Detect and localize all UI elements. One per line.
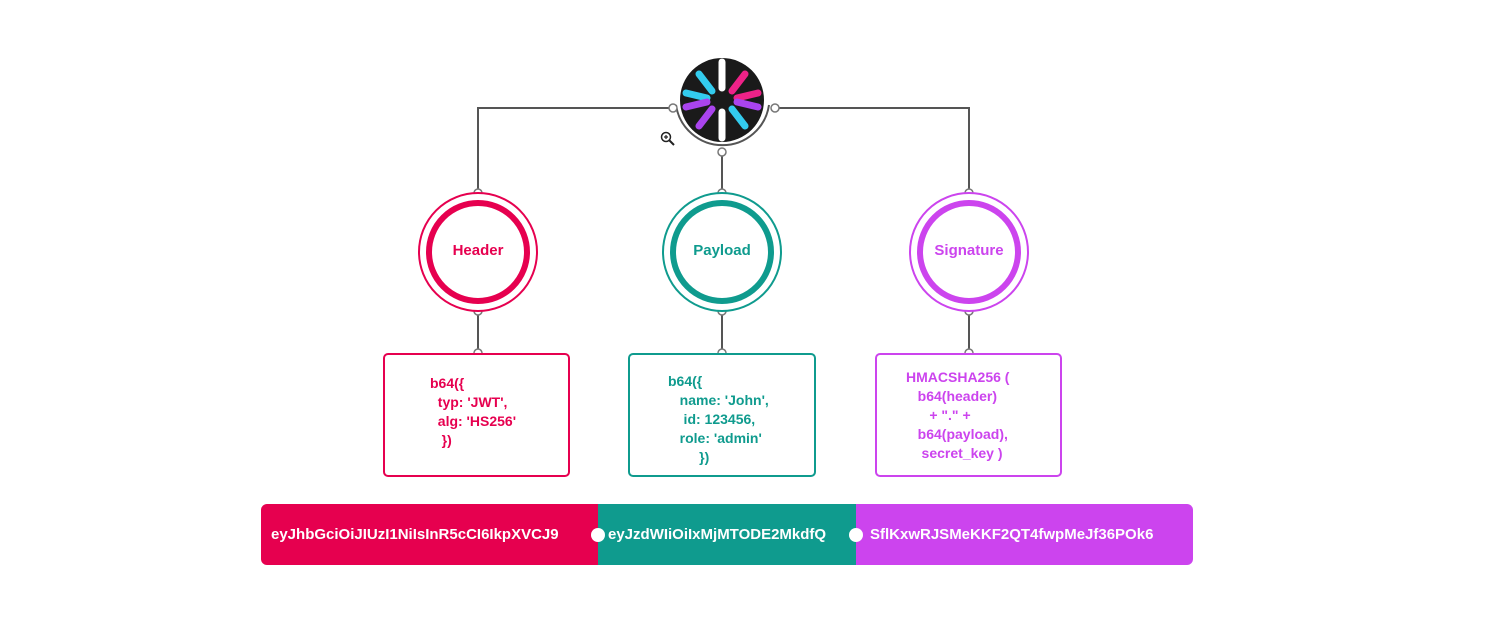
token-header-segment: eyJhbGciOiJIUzI1NiIsInR5cCI6IkpXVCJ9 xyxy=(261,504,611,565)
jwt-logo xyxy=(676,58,769,145)
header-label: Header xyxy=(418,242,538,259)
signature-label: Signature xyxy=(909,242,1029,259)
connector-logo-to-header xyxy=(478,108,673,193)
jwt-token-bar: eyJhbGciOiJIUzI1NiIsInR5cCI6IkpXVCJ9 eyJ… xyxy=(261,504,1193,565)
zoom-cursor-icon xyxy=(660,131,676,147)
connector-logo-to-signature xyxy=(775,108,969,193)
signature-code-text: HMACSHA256 ( b64(header) + "." + b64(pay… xyxy=(906,368,1009,463)
token-signature-segment: SflKxwRJSMeKKF2QT4fwpMeJf36POk6 xyxy=(856,504,1193,565)
token-payload-segment: eyJzdWIiOiIxMjMTODE2MkdfQ xyxy=(598,504,856,565)
token-separator-dot xyxy=(849,528,863,542)
header-code-text: b64({ typ: 'JWT', alg: 'HS256' }) xyxy=(430,374,516,450)
payload-label: Payload xyxy=(662,242,782,259)
token-separator-dot xyxy=(591,528,605,542)
payload-code-text: b64({ name: 'John', id: 123456, role: 'a… xyxy=(668,372,769,467)
